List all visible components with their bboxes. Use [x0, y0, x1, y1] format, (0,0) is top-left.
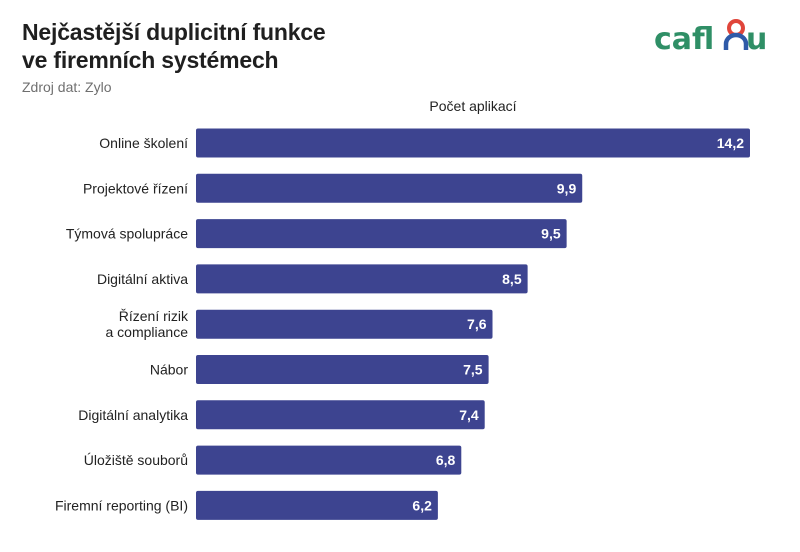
bars-group: 14,2 Online školení 9,9 Projektové řízení 9,… — [55, 129, 750, 520]
category-label-line: Projektové řízení — [83, 180, 188, 196]
bar-value-label-5: 7,5 — [463, 362, 483, 378]
category-label-line: Úložiště souborů — [84, 452, 188, 468]
bar-4 — [196, 310, 493, 339]
bar-value-label-7: 6,8 — [436, 452, 456, 468]
category-label-line: Nábor — [150, 362, 188, 378]
bar-value-label-2: 9,5 — [541, 226, 561, 242]
bar-value-label-4: 7,6 — [467, 316, 487, 332]
category-label-4: Řízení rizik a compliance — [106, 308, 190, 340]
category-label-line: Týmová spolupráce — [66, 226, 188, 242]
category-label-1: Projektové řízení — [83, 180, 188, 196]
category-label-8: Firemní reporting (BI) — [55, 497, 188, 513]
category-label-line: Online školení — [99, 135, 188, 151]
bar-7 — [196, 446, 461, 475]
category-label-line: Firemní reporting (BI) — [55, 497, 188, 513]
bar-5 — [196, 355, 489, 384]
bar-6 — [196, 400, 485, 429]
category-label-line: Řízení rizik — [119, 308, 189, 324]
bar-value-label-3: 8,5 — [502, 271, 522, 287]
category-label-line: Digitální aktiva — [97, 271, 188, 287]
category-label-5: Nábor — [150, 362, 188, 378]
category-label-line: Digitální analytika — [78, 407, 188, 423]
bar-value-label-1: 9,9 — [557, 180, 577, 196]
category-label-6: Digitální analytika — [78, 407, 188, 423]
bar-value-label-0: 14,2 — [717, 135, 744, 151]
bar-0 — [196, 129, 750, 158]
category-label-0: Online školení — [99, 135, 188, 151]
category-label-3: Digitální aktiva — [97, 271, 188, 287]
bar-value-label-8: 6,2 — [412, 497, 432, 513]
bar-3 — [196, 264, 528, 293]
bar-1 — [196, 174, 582, 203]
bar-8 — [196, 491, 438, 520]
bar-value-label-6: 7,4 — [459, 407, 479, 423]
category-label-line: a compliance — [106, 324, 189, 340]
category-label-7: Úložiště souborů — [84, 452, 188, 468]
bar-2 — [196, 219, 567, 248]
category-label-2: Týmová spolupráce — [66, 226, 188, 242]
